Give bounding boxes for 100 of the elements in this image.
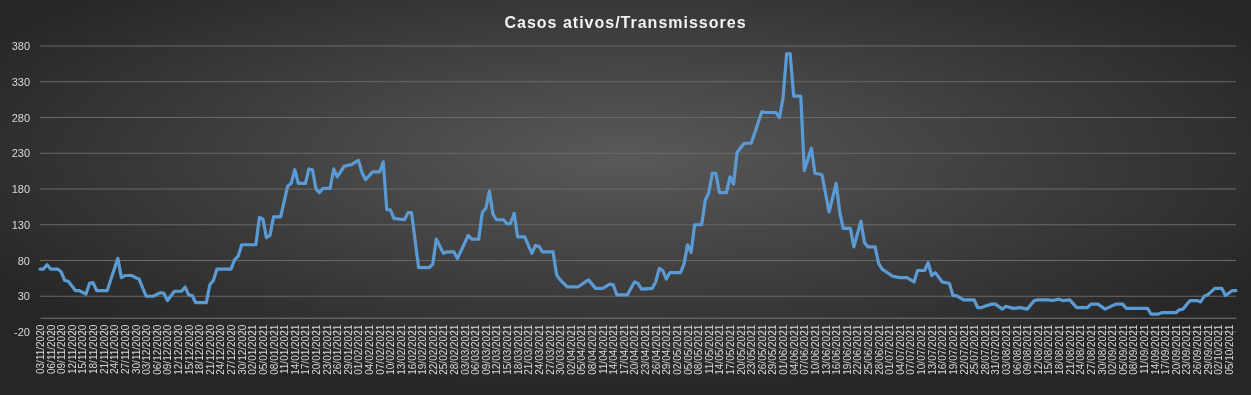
x-tick-label: 16/07/2021 bbox=[937, 324, 949, 375]
x-tick-label: 05/10/2021 bbox=[1223, 324, 1235, 375]
x-tick-label: 23/01/2021 bbox=[321, 324, 333, 375]
x-tick-label: 27/08/2021 bbox=[1085, 324, 1097, 375]
y-tick-label: -20 bbox=[14, 326, 30, 339]
x-tick-label: 01/02/2021 bbox=[353, 324, 365, 375]
x-tick-label: 26/05/2021 bbox=[756, 324, 768, 375]
x-tick-label: 05/09/2021 bbox=[1117, 324, 1129, 375]
x-tick-label: 26/01/2021 bbox=[332, 324, 344, 375]
x-tick-label: 08/01/2021 bbox=[268, 324, 280, 375]
x-tick-label: 17/05/2021 bbox=[725, 324, 736, 375]
x-tick-label: 15/11/2020 bbox=[77, 324, 89, 375]
x-tick-label: 05/04/2021 bbox=[576, 324, 588, 375]
y-tick-label: 30 bbox=[17, 290, 30, 303]
x-tick-label: 05/01/2021 bbox=[257, 324, 269, 375]
x-tick-label: 30/03/2021 bbox=[555, 324, 567, 375]
x-tick-label: 18/12/2020 bbox=[194, 324, 206, 375]
x-tick-label: 21/12/2020 bbox=[204, 324, 216, 375]
x-tick-label: 16/06/2021 bbox=[831, 324, 843, 375]
x-tick-label: 08/05/2021 bbox=[693, 324, 705, 375]
x-tick-label: 03/03/2021 bbox=[459, 324, 471, 375]
x-tick-label: 27/03/2021 bbox=[544, 324, 556, 375]
line-series bbox=[38, 52, 1238, 316]
x-tick-label: 30/11/2020 bbox=[130, 324, 142, 375]
x-tick-label: 27/12/2020 bbox=[226, 324, 238, 375]
x-tick-label: 30/12/2020 bbox=[236, 324, 248, 375]
y-tick-label: 230 bbox=[11, 147, 30, 160]
x-tick-label: 24/03/2021 bbox=[533, 324, 545, 375]
x-tick-label: 22/07/2021 bbox=[958, 324, 970, 375]
x-tick-label: 07/02/2021 bbox=[374, 324, 386, 375]
x-tick-label: 28/07/2021 bbox=[979, 324, 991, 375]
x-tick-label: 29/01/2021 bbox=[342, 324, 354, 375]
x-tick-label: 06/11/2020 bbox=[45, 324, 57, 375]
x-tick-label: 23/05/2021 bbox=[746, 324, 758, 375]
x-tick-label: 01/06/2021 bbox=[778, 324, 790, 375]
x-tick-label: 23/04/2021 bbox=[640, 324, 652, 375]
x-tick-label: 12/08/2021 bbox=[1032, 324, 1044, 375]
x-tick-label: 20/05/2021 bbox=[735, 324, 747, 375]
x-tick-label: 19/06/2021 bbox=[841, 324, 853, 375]
x-tick-label: 18/11/2020 bbox=[88, 324, 100, 375]
x-tick-label: 02/05/2021 bbox=[671, 324, 683, 375]
x-tick-label: 31/07/2021 bbox=[990, 324, 1002, 375]
x-tick-label: 14/05/2021 bbox=[714, 324, 726, 375]
x-tick-label: 02/10/2021 bbox=[1213, 324, 1225, 375]
x-tick-label: 02/09/2021 bbox=[1107, 324, 1119, 375]
x-tick-label: 21/11/2020 bbox=[98, 324, 110, 375]
x-tick-label: 29/05/2021 bbox=[767, 324, 779, 375]
x-tick-label: 28/06/2021 bbox=[873, 324, 885, 375]
x-tick-label: 11/01/2021 bbox=[279, 324, 291, 375]
x-tick-label: 30/08/2021 bbox=[1096, 324, 1108, 375]
x-tick-label: 03/12/2020 bbox=[141, 324, 153, 375]
x-tick-label: 13/02/2021 bbox=[395, 324, 407, 375]
x-tick-label: 15/03/2021 bbox=[502, 324, 514, 375]
x-tick-label: 17/09/2021 bbox=[1160, 324, 1172, 375]
x-tick-label: 14/04/2021 bbox=[608, 324, 620, 375]
x-tick-label: 10/02/2021 bbox=[385, 324, 397, 375]
x-tick-label: 22/02/2021 bbox=[427, 324, 439, 375]
x-tick-label: 15/12/2020 bbox=[183, 324, 195, 375]
x-tick-label: 29/09/2021 bbox=[1202, 324, 1214, 375]
x-tick-label: 17/04/2021 bbox=[618, 324, 630, 375]
x-tick-label: 16/02/2021 bbox=[406, 324, 418, 375]
x-tick-label: 24/08/2021 bbox=[1075, 324, 1087, 375]
y-tick-label: 330 bbox=[11, 75, 30, 88]
x-tick-label: 29/04/2021 bbox=[661, 324, 673, 375]
x-tick-label: 20/01/2021 bbox=[311, 324, 322, 375]
x-tick-label: 09/12/2020 bbox=[162, 324, 174, 375]
x-tick-label: 01/07/2021 bbox=[884, 324, 896, 375]
x-tick-label: 25/06/2021 bbox=[863, 324, 874, 375]
x-tick-label: 24/12/2020 bbox=[215, 324, 227, 375]
x-tick-label: 20/04/2021 bbox=[629, 324, 641, 375]
x-tick-label: 09/03/2021 bbox=[480, 324, 492, 375]
x-tick-label: 28/02/2021 bbox=[449, 324, 460, 375]
x-tick-label: 15/08/2021 bbox=[1043, 324, 1055, 375]
x-tick-label: 06/12/2020 bbox=[151, 324, 163, 375]
x-tick-label: 04/02/2021 bbox=[364, 324, 376, 375]
x-tick-label: 03/08/2021 bbox=[1001, 324, 1012, 375]
x-tick-label: 14/09/2021 bbox=[1149, 324, 1161, 375]
y-tick-label: 130 bbox=[11, 218, 30, 231]
x-tick-label: 18/03/2021 bbox=[512, 324, 524, 375]
x-tick-label: 19/02/2021 bbox=[417, 324, 429, 375]
x-tick-label: 27/11/2020 bbox=[119, 324, 131, 375]
x-tick-label: 21/03/2021 bbox=[523, 324, 535, 375]
x-tick-label: 14/01/2021 bbox=[289, 324, 301, 375]
x-tick-label: 19/07/2021 bbox=[947, 324, 959, 375]
y-tick-label: 180 bbox=[11, 183, 30, 196]
x-tick-label: 26/09/2021 bbox=[1192, 324, 1204, 375]
x-tick-label: 08/09/2021 bbox=[1128, 324, 1140, 375]
x-tick-label: 06/08/2021 bbox=[1011, 324, 1023, 375]
y-tick-label: 280 bbox=[11, 111, 30, 124]
x-tick-label: 10/06/2021 bbox=[809, 324, 821, 375]
x-tick-label: 24/11/2020 bbox=[109, 324, 121, 375]
x-tick-label: 18/08/2021 bbox=[1054, 324, 1066, 375]
x-tick-label: 25/07/2021 bbox=[969, 324, 981, 375]
x-tick-label: 17/01/2021 bbox=[300, 324, 312, 375]
x-tick-label: 04/06/2021 bbox=[788, 324, 800, 375]
x-tick-label: 20/09/2021 bbox=[1170, 324, 1182, 375]
x-tick-label: 07/07/2021 bbox=[905, 324, 917, 375]
x-tick-label: 11/05/2021 bbox=[703, 324, 715, 375]
chart-title: Casos ativos/Transmissores bbox=[504, 14, 747, 31]
x-tick-label: 02/04/2021 bbox=[565, 324, 577, 375]
